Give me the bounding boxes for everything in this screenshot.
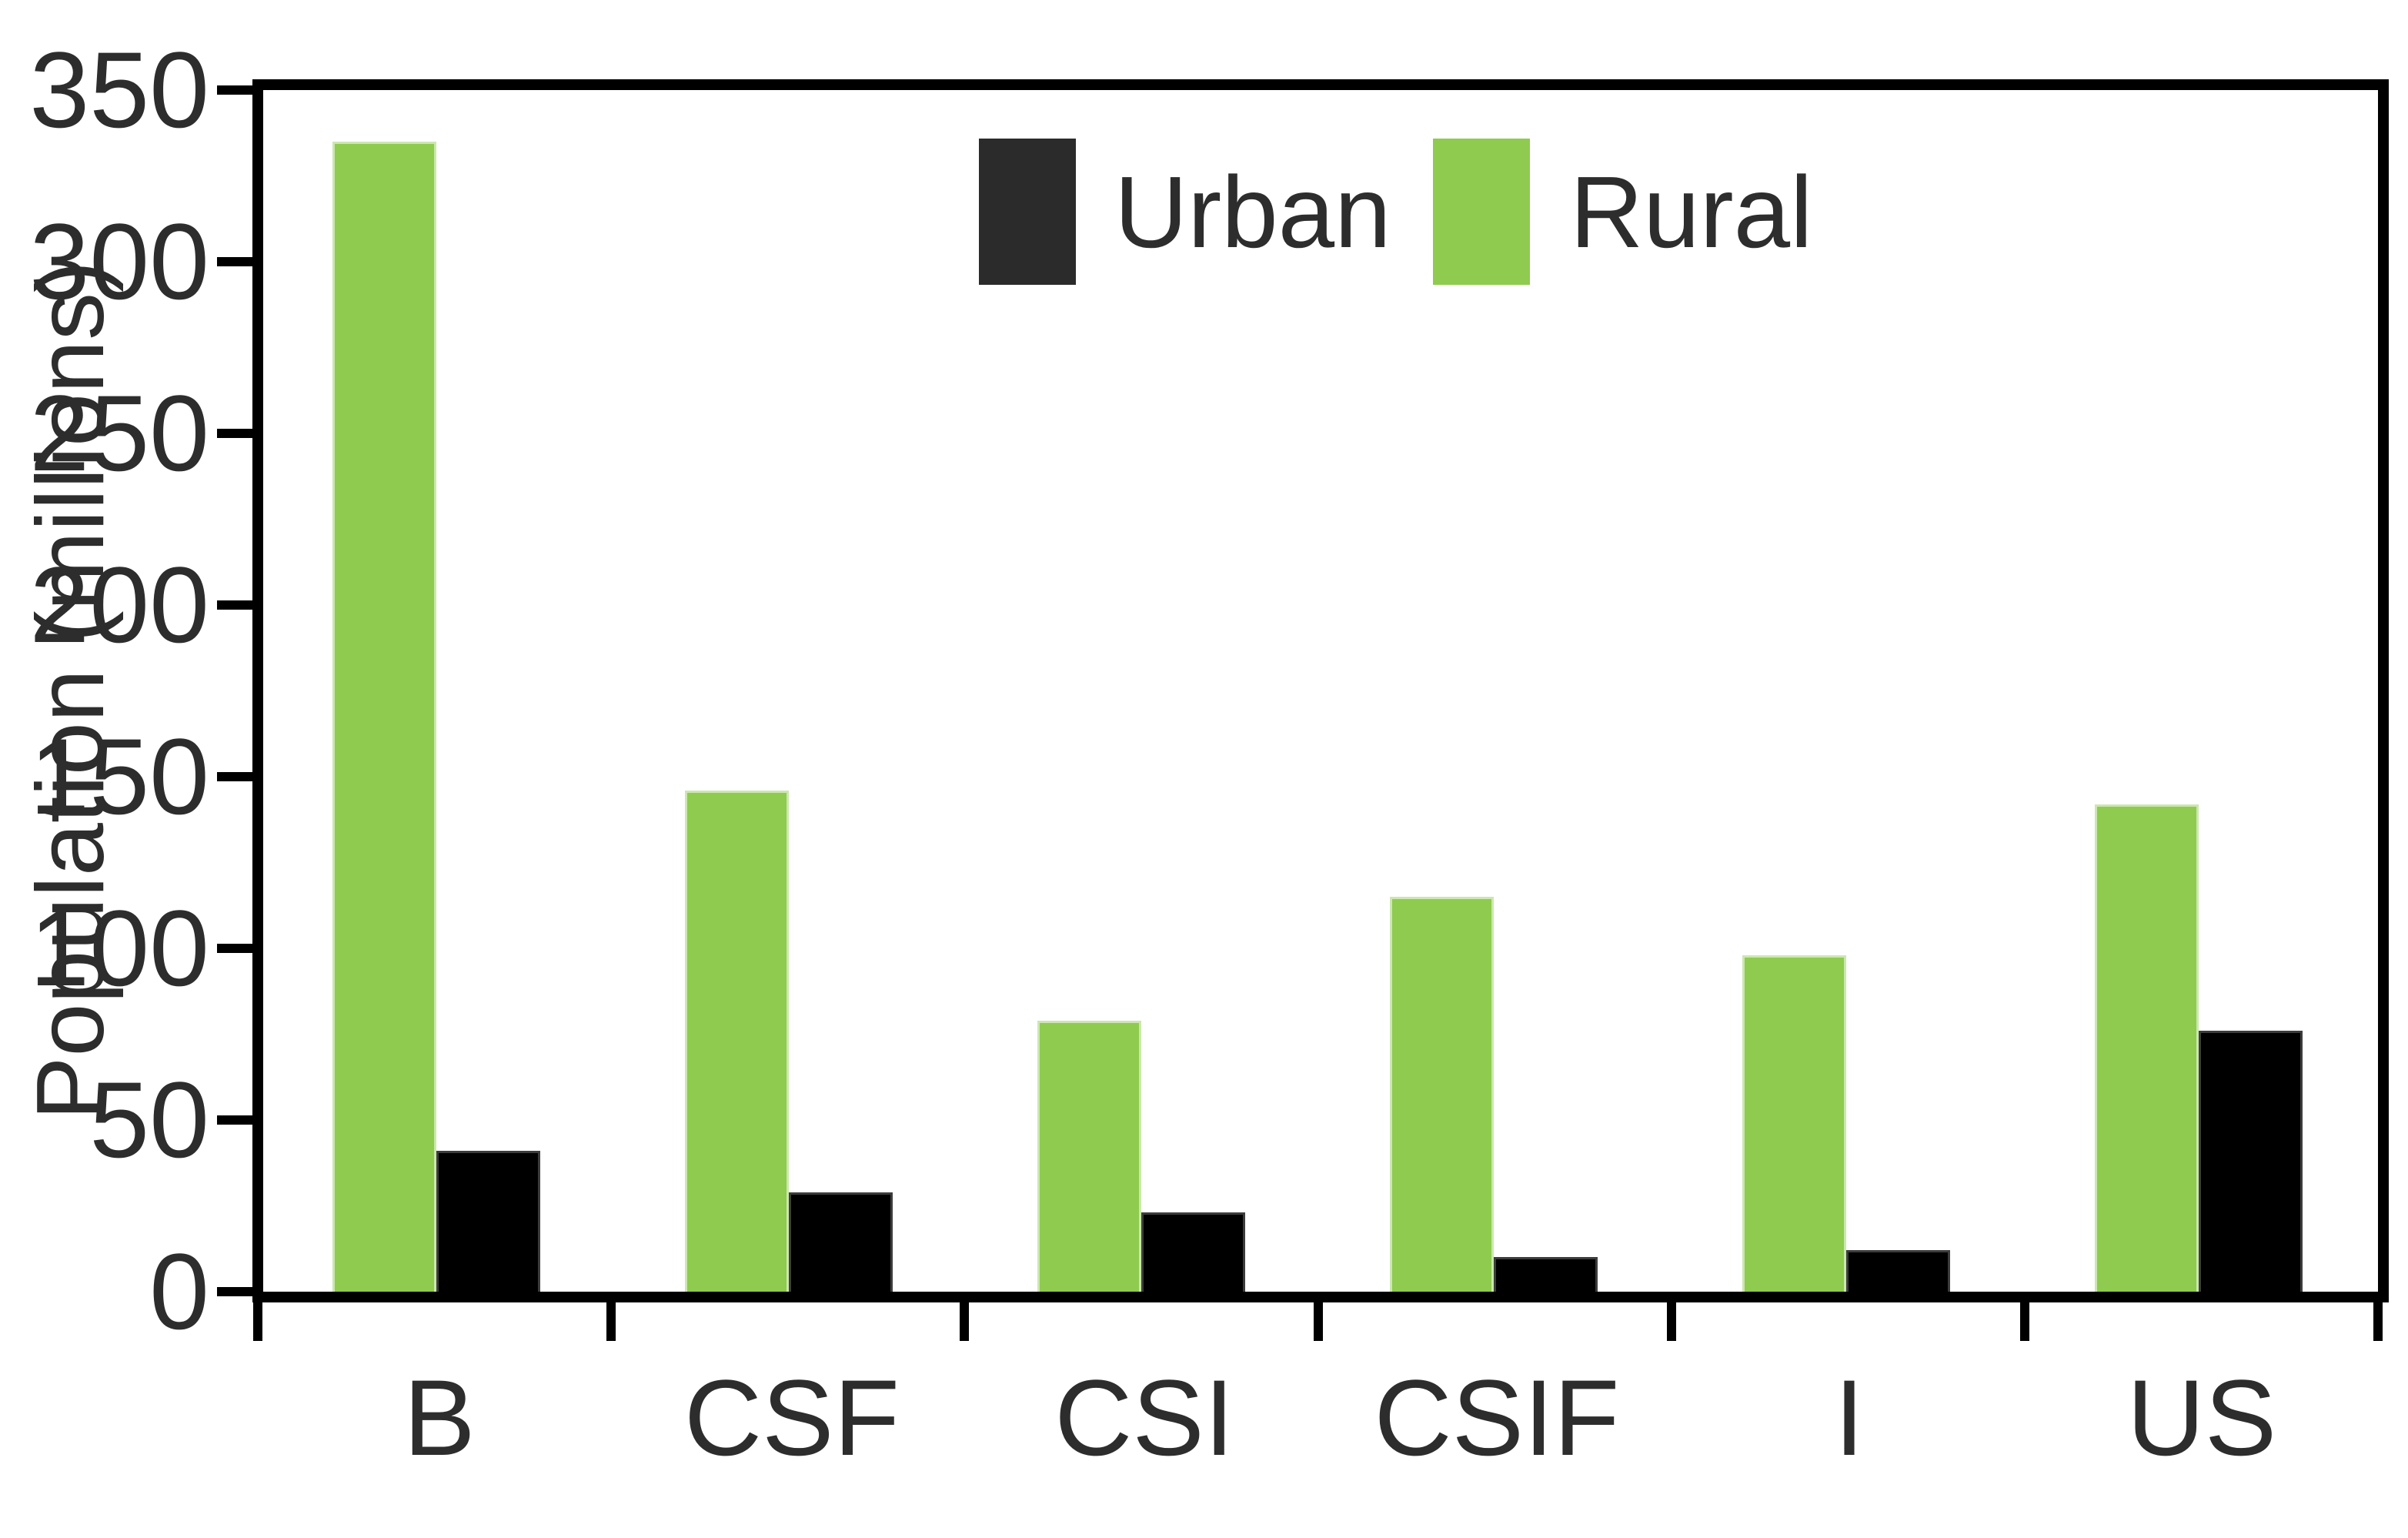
y-tick-label-0: 0 (149, 1231, 209, 1352)
x-tick-3 (1314, 1302, 1323, 1341)
y-tick-150 (217, 772, 252, 781)
y-tick-100 (217, 944, 252, 953)
x-label-I: I (1834, 1357, 1865, 1478)
legend-label-urban: Urban (1114, 155, 1391, 269)
bar-urban-CSIF (1494, 1257, 1598, 1292)
x-tick-0 (253, 1302, 262, 1341)
y-tick-200 (217, 600, 252, 610)
bar-urban-I (1846, 1250, 1950, 1292)
y-tick-250 (217, 429, 252, 438)
x-tick-6 (2373, 1302, 2383, 1341)
bar-rural-I (1742, 955, 1846, 1292)
bar-urban-CSF (789, 1192, 893, 1292)
legend-swatch-urban (979, 139, 1076, 285)
y-tick-label-300: 300 (29, 201, 209, 322)
bar-rural-B (332, 142, 436, 1292)
x-tick-5 (2020, 1302, 2029, 1341)
x-label-CSF: CSF (684, 1357, 900, 1478)
x-label-CSIF: CSIF (1374, 1357, 1620, 1478)
bar-rural-CSI (1037, 1021, 1141, 1292)
bar-urban-US (2199, 1031, 2303, 1292)
y-tick-0 (217, 1287, 252, 1296)
plot-area (263, 90, 2378, 1292)
bar-rural-US (2095, 804, 2199, 1292)
x-label-US: US (2126, 1357, 2277, 1478)
y-tick-label-100: 100 (29, 888, 209, 1008)
y-tick-label-250: 250 (29, 373, 209, 493)
x-label-CSI: CSI (1054, 1357, 1234, 1478)
x-tick-2 (960, 1302, 969, 1341)
y-tick-label-50: 50 (89, 1059, 209, 1180)
bar-rural-CSF (685, 791, 789, 1292)
y-tick-label-350: 350 (29, 29, 209, 150)
legend-swatch-rural (1433, 139, 1530, 285)
x-tick-4 (1667, 1302, 1676, 1341)
x-tick-1 (606, 1302, 616, 1341)
bar-rural-CSIF (1390, 897, 1494, 1292)
y-tick-350 (217, 85, 252, 95)
bar-urban-B (436, 1151, 540, 1292)
x-label-B: B (403, 1357, 476, 1478)
y-tick-label-200: 200 (29, 544, 209, 665)
y-tick-50 (217, 1115, 252, 1125)
y-tick-label-150: 150 (29, 716, 209, 837)
bar-urban-CSI (1141, 1212, 1245, 1292)
y-tick-300 (217, 257, 252, 266)
legend-label-rural: Rural (1570, 155, 1813, 269)
plot-frame (252, 79, 2389, 1302)
